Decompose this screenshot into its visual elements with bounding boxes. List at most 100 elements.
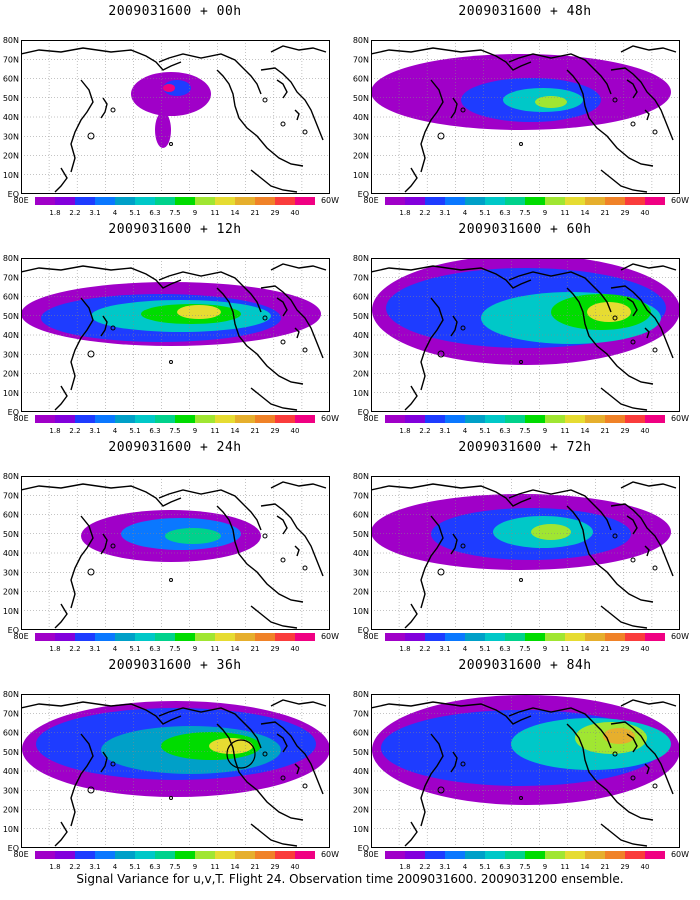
svg-text:80E: 80E (363, 632, 378, 641)
svg-text:80E: 80E (363, 196, 378, 205)
map-panel-00h: 2009031600 + 00h 80N 70N 60N 50N 40N 30N 20N 10… (0, 0, 350, 218)
svg-text:4: 4 (463, 863, 468, 871)
map-panel-36h: 2009031600 + 36h 80N 70N 60N 50N 40N 30N 20N 10… (0, 654, 350, 872)
svg-text:70N: 70N (3, 273, 19, 282)
svg-text:60N: 60N (353, 511, 369, 520)
svg-text:40: 40 (641, 645, 650, 653)
svg-text:20N: 20N (3, 370, 19, 379)
panel-title: 2009031600 + 00h (108, 4, 242, 19)
svg-text:14: 14 (581, 863, 590, 871)
svg-text:5.1: 5.1 (129, 209, 140, 217)
svg-text:20N: 20N (353, 152, 369, 161)
svg-text:80E: 80E (363, 414, 378, 423)
svg-text:7.5: 7.5 (519, 209, 530, 217)
svg-text:6.3: 6.3 (149, 209, 160, 217)
svg-text:EQ: EQ (358, 626, 369, 635)
svg-text:40: 40 (291, 645, 300, 653)
svg-text:9: 9 (193, 209, 197, 217)
map-panel-24h: 2009031600 + 24h 80N 70N 60N 50N 40N 30N 20N 10… (0, 436, 350, 654)
svg-text:3.1: 3.1 (439, 645, 450, 653)
svg-text:29: 29 (621, 645, 630, 653)
svg-text:14: 14 (231, 645, 240, 653)
svg-text:30N: 30N (353, 350, 369, 359)
map-plot: 80N70N60N50N40N30N20N10NEQ80E100E120E140… (3, 690, 339, 859)
svg-text:11: 11 (211, 863, 220, 871)
svg-text:3.1: 3.1 (89, 863, 100, 871)
map-panel-12h: 2009031600 + 12h 80N 70N 60N 50N 40N 30N 20N 10… (0, 218, 350, 436)
svg-text:1.8: 1.8 (49, 863, 60, 871)
svg-text:3.1: 3.1 (439, 209, 450, 217)
svg-text:29: 29 (271, 863, 280, 871)
svg-text:6.3: 6.3 (499, 645, 510, 653)
svg-text:50N: 50N (3, 94, 19, 103)
panel-title: 2009031600 + 60h (458, 222, 592, 237)
svg-text:50N: 50N (353, 94, 369, 103)
panel-title: 2009031600 + 72h (458, 440, 592, 455)
svg-text:21: 21 (601, 863, 610, 871)
svg-text:9: 9 (543, 209, 547, 217)
svg-text:3.1: 3.1 (439, 427, 450, 435)
map-plot: 80N70N60N50N40N30N20N10NEQ80E100E120E140… (3, 36, 339, 205)
svg-text:40N: 40N (353, 549, 369, 558)
svg-text:11: 11 (211, 209, 220, 217)
svg-text:9: 9 (543, 427, 547, 435)
svg-text:14: 14 (231, 863, 240, 871)
colorbar: 1.8 2.2 3.1 4 5.1 6.3 7.5 9 11 14 21 29 40 (35, 415, 315, 435)
panel-title: 2009031600 + 84h (458, 658, 592, 673)
map-plot: 80N70N60N50N40N30N20N10NEQ80E100E120E140… (353, 472, 689, 641)
svg-text:50N: 50N (3, 748, 19, 757)
svg-text:3.1: 3.1 (89, 645, 100, 653)
svg-text:1.8: 1.8 (49, 645, 60, 653)
svg-text:80E: 80E (13, 196, 28, 205)
svg-text:4: 4 (463, 645, 468, 653)
svg-text:20N: 20N (3, 806, 19, 815)
svg-text:14: 14 (581, 645, 590, 653)
svg-text:60W: 60W (671, 632, 689, 641)
svg-text:20N: 20N (353, 806, 369, 815)
svg-text:29: 29 (621, 427, 630, 435)
svg-text:21: 21 (601, 427, 610, 435)
svg-text:10N: 10N (3, 389, 19, 398)
svg-text:80N: 80N (353, 254, 369, 263)
svg-text:11: 11 (561, 863, 570, 871)
svg-text:70N: 70N (353, 55, 369, 64)
svg-text:14: 14 (231, 427, 240, 435)
svg-text:40: 40 (641, 863, 650, 871)
svg-text:20N: 20N (3, 152, 19, 161)
svg-text:50N: 50N (3, 312, 19, 321)
svg-text:7.5: 7.5 (169, 863, 180, 871)
svg-text:40N: 40N (353, 767, 369, 776)
svg-text:21: 21 (601, 209, 610, 217)
svg-text:60W: 60W (321, 414, 339, 423)
svg-text:20N: 20N (353, 370, 369, 379)
svg-text:80N: 80N (353, 472, 369, 481)
svg-text:4: 4 (463, 209, 468, 217)
svg-text:80N: 80N (3, 254, 19, 263)
svg-text:4: 4 (113, 209, 118, 217)
svg-text:4: 4 (463, 427, 468, 435)
svg-text:1.8: 1.8 (399, 645, 410, 653)
svg-text:7.5: 7.5 (519, 863, 530, 871)
svg-text:50N: 50N (3, 530, 19, 539)
svg-text:EQ: EQ (8, 190, 19, 199)
svg-text:4: 4 (113, 645, 118, 653)
svg-text:70N: 70N (353, 709, 369, 718)
svg-text:1.8: 1.8 (399, 863, 410, 871)
svg-text:6.3: 6.3 (149, 863, 160, 871)
svg-text:3.1: 3.1 (439, 863, 450, 871)
svg-text:40N: 40N (3, 767, 19, 776)
svg-text:10N: 10N (353, 389, 369, 398)
svg-text:10N: 10N (353, 825, 369, 834)
svg-text:40N: 40N (3, 113, 19, 122)
panel-title: 2009031600 + 48h (458, 4, 592, 19)
svg-text:3.1: 3.1 (89, 209, 100, 217)
svg-text:30N: 30N (353, 786, 369, 795)
svg-text:10N: 10N (353, 171, 369, 180)
svg-text:70N: 70N (353, 273, 369, 282)
svg-text:10N: 10N (3, 171, 19, 180)
svg-text:60N: 60N (353, 293, 369, 302)
svg-text:60W: 60W (321, 196, 339, 205)
panel-title: 2009031600 + 24h (108, 440, 242, 455)
svg-text:40: 40 (291, 209, 300, 217)
svg-text:5.1: 5.1 (479, 427, 490, 435)
